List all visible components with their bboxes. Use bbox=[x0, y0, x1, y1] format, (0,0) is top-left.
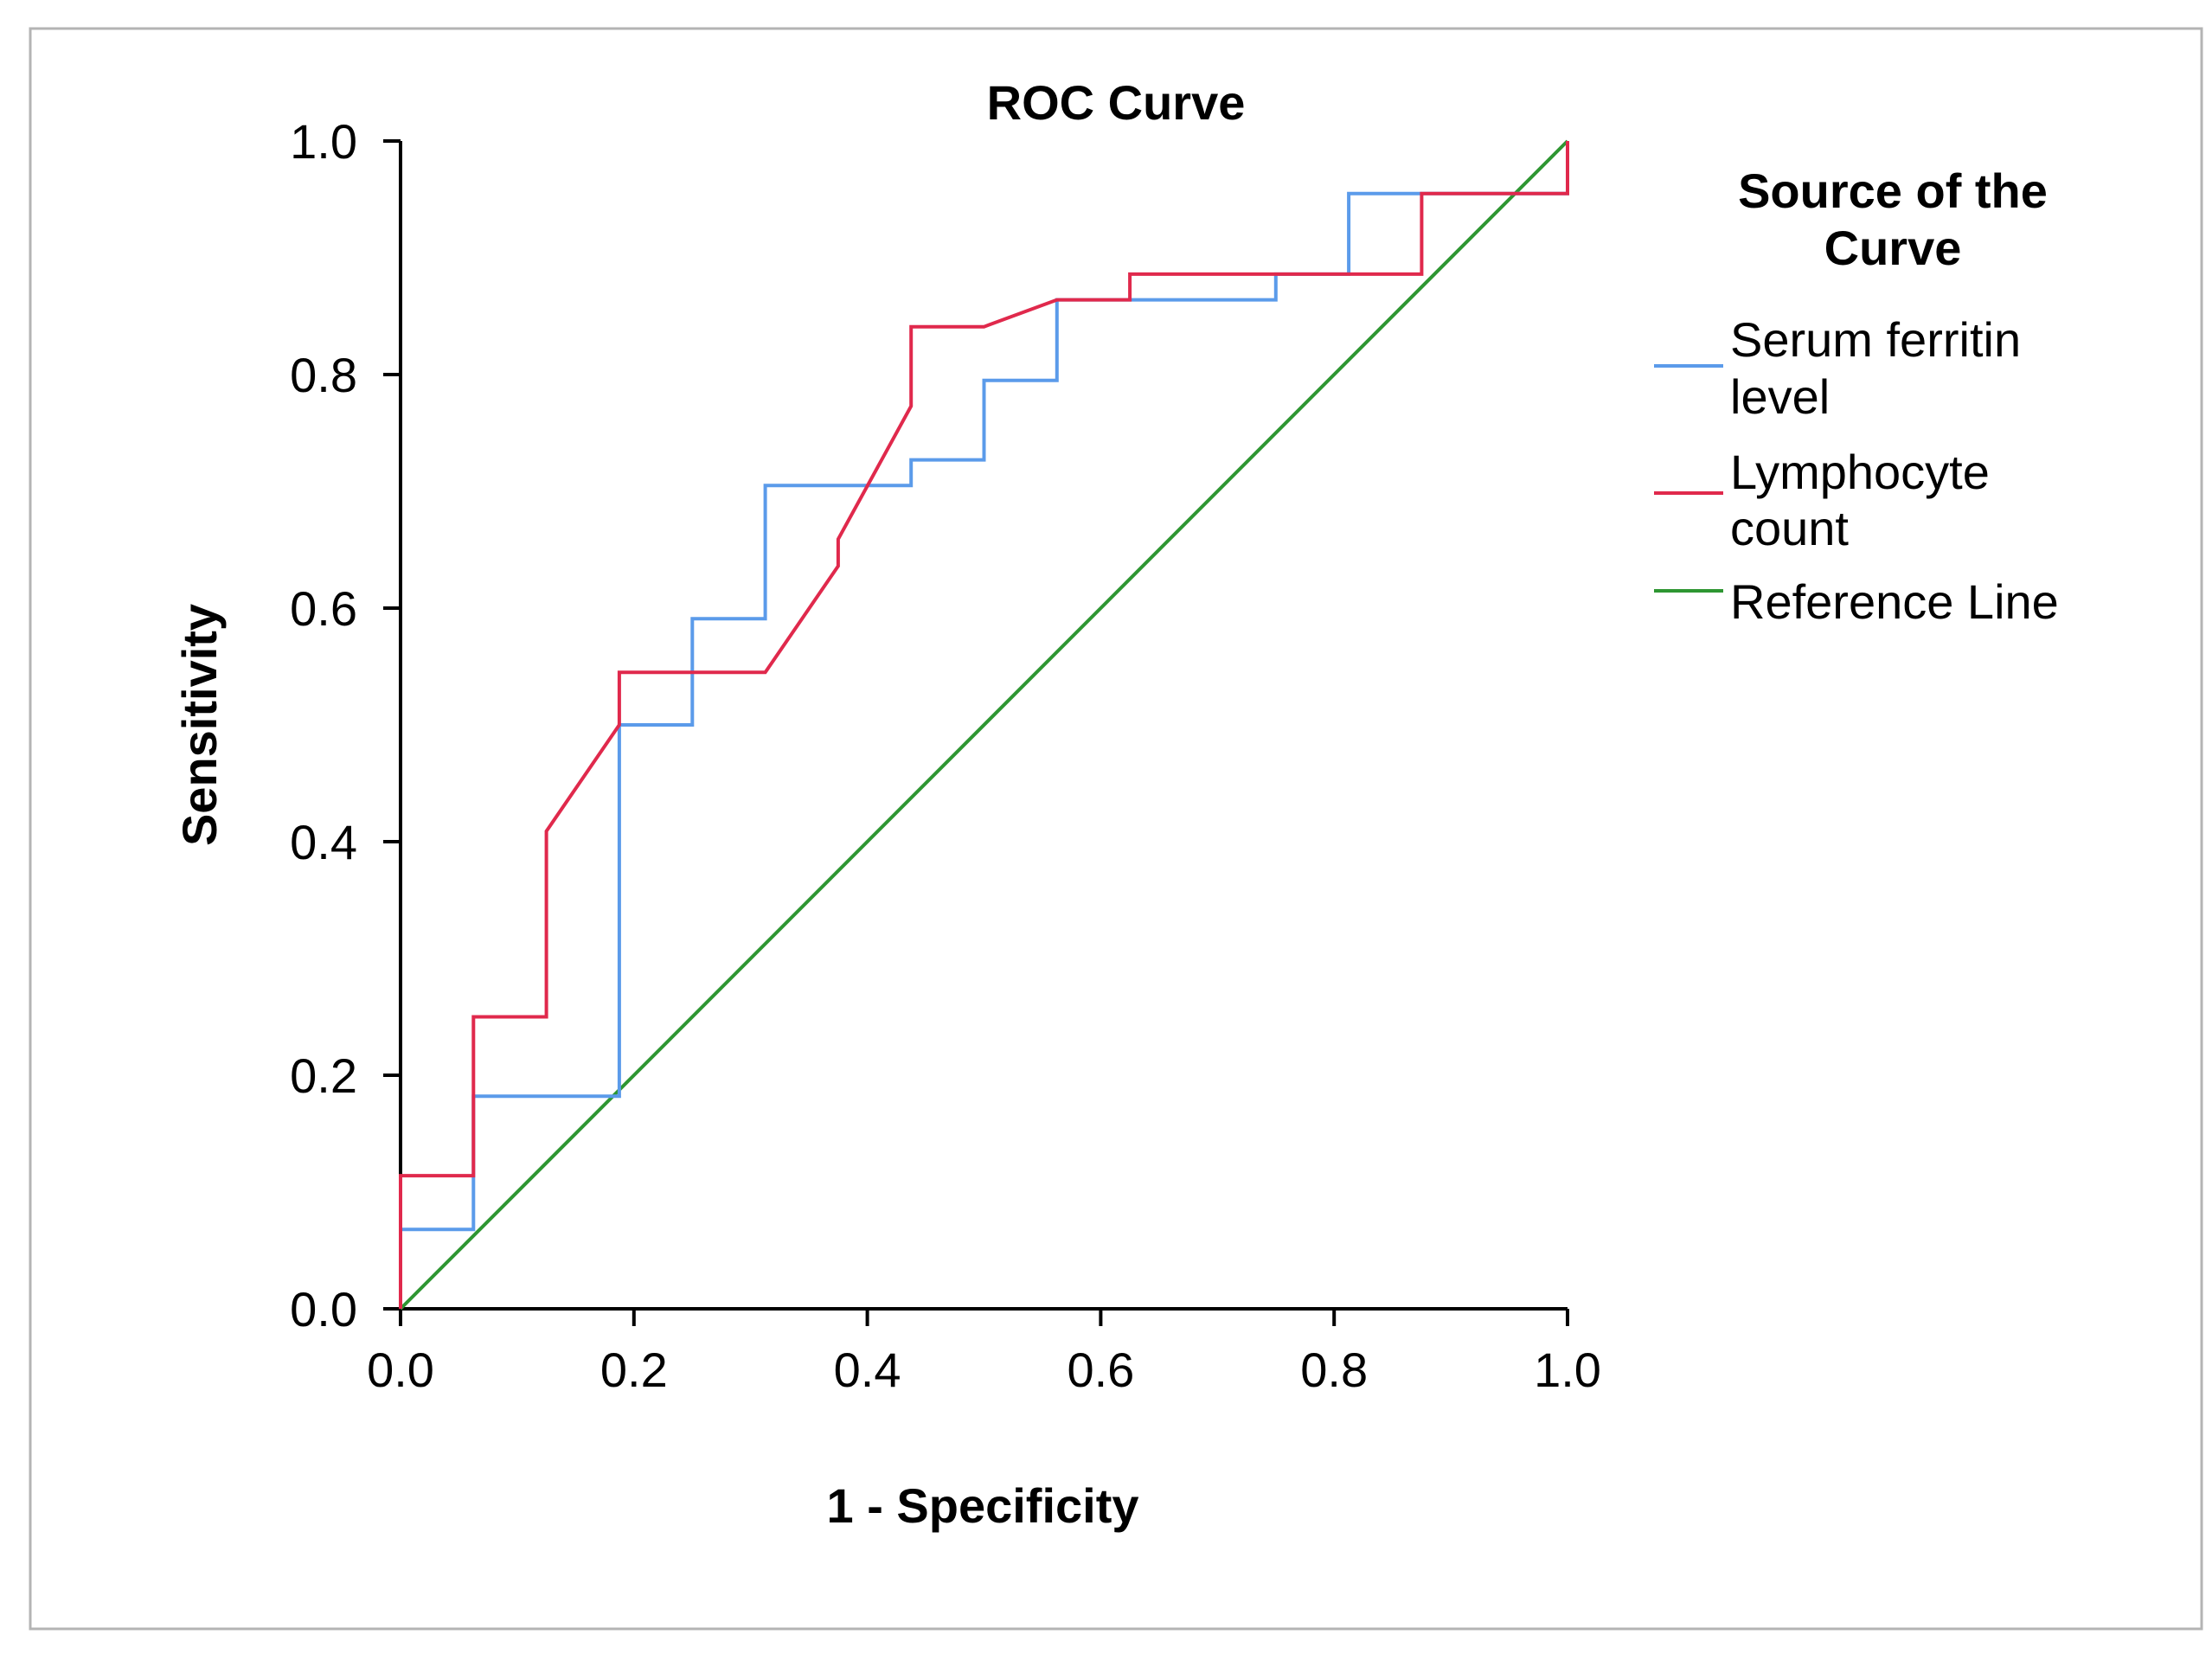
x-tick-label-2: 0.4 bbox=[834, 1343, 901, 1397]
legend-label-reference-line: Reference Line bbox=[1730, 574, 2059, 629]
legend-label-lymphocyte-line1: Lymphocyte bbox=[1730, 445, 1990, 499]
y-tick-label-3: 0.6 bbox=[290, 581, 357, 636]
series-line-serum-ferritin-level bbox=[399, 141, 1569, 1309]
legend-title-line2: Curve bbox=[1824, 221, 1962, 275]
y-axis-label: Sensitivity bbox=[172, 604, 227, 846]
y-axis-ticks: 0.0 0.2 0.4 0.6 0.8 1.0 bbox=[290, 114, 401, 1336]
legend-title-line1: Source of the bbox=[1738, 163, 2048, 218]
y-tick-label-4: 0.8 bbox=[290, 348, 357, 402]
x-tick-label-1: 0.2 bbox=[600, 1343, 668, 1397]
x-tick-label-3: 0.6 bbox=[1067, 1343, 1134, 1397]
x-axis-ticks: 0.0 0.2 0.4 0.6 0.8 1.0 bbox=[367, 1309, 1601, 1397]
y-tick-label-0: 0.0 bbox=[290, 1282, 357, 1336]
legend-label-serum-ferritin-line1: Serum ferritin bbox=[1730, 312, 2021, 367]
y-tick-label-2: 0.4 bbox=[290, 815, 357, 869]
x-axis-label: 1 - Specificity bbox=[826, 1478, 1138, 1533]
y-tick-label-5: 1.0 bbox=[290, 114, 357, 169]
series-layer bbox=[399, 139, 1569, 1311]
chart-title: ROC Curve bbox=[987, 75, 1246, 130]
chart-border bbox=[29, 27, 2203, 1631]
legend-label-serum-ferritin-line2: level bbox=[1730, 369, 1830, 424]
x-tick-label-0: 0.0 bbox=[367, 1343, 434, 1397]
legend: Source of the Curve Serum ferritin level… bbox=[1654, 163, 2059, 629]
y-tick-label-1: 0.2 bbox=[290, 1048, 357, 1103]
series-line-reference-line bbox=[399, 139, 1569, 1311]
x-tick-label-4: 0.8 bbox=[1300, 1343, 1368, 1397]
legend-label-lymphocyte-line2: count bbox=[1730, 501, 1849, 555]
x-tick-label-5: 1.0 bbox=[1534, 1343, 1601, 1397]
series-line-lymphocyte-count bbox=[399, 141, 1569, 1309]
